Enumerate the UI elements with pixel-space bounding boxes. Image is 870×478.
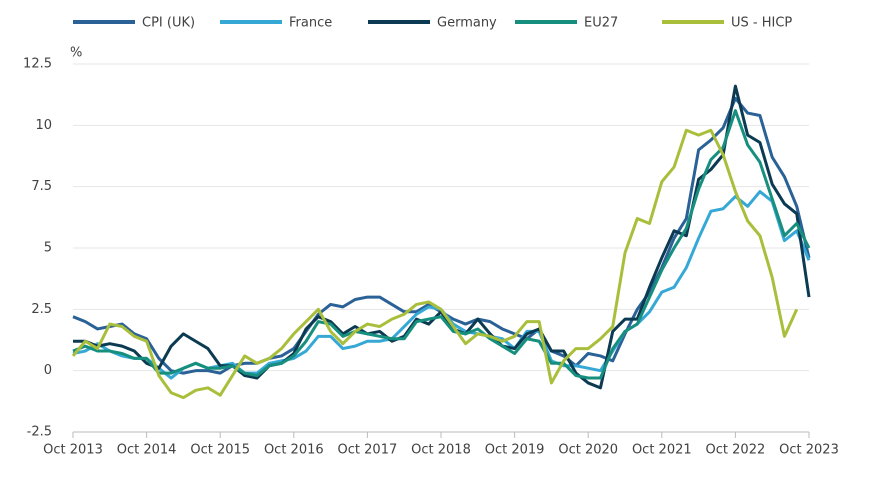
y-tick-label: 7.5 bbox=[31, 179, 52, 194]
series-line bbox=[72, 109, 811, 380]
x-tick-label: Oct 2017 bbox=[338, 443, 398, 458]
x-tick-label: Oct 2022 bbox=[706, 443, 766, 458]
y-tick-label: 2.5 bbox=[31, 302, 52, 317]
x-tick-label: Oct 2015 bbox=[190, 443, 250, 458]
x-tick-label: Oct 2019 bbox=[485, 443, 545, 458]
y-tick-label: 10 bbox=[35, 118, 52, 133]
series-line bbox=[72, 190, 811, 380]
y-tick-label: 12.5 bbox=[23, 57, 52, 72]
x-tick-label: Oct 2021 bbox=[632, 443, 692, 458]
x-tick-label: Oct 2018 bbox=[411, 443, 471, 458]
y-tick-label: 5 bbox=[44, 241, 52, 256]
legend-label: CPI (UK) bbox=[142, 16, 195, 31]
legend-label: US - HICP bbox=[731, 16, 792, 31]
x-tick-label: Oct 2023 bbox=[779, 443, 839, 458]
legend-label: EU27 bbox=[584, 16, 618, 31]
x-tick-label: Oct 2020 bbox=[558, 443, 618, 458]
x-tick-label: Oct 2016 bbox=[264, 443, 324, 458]
legend-label: Germany bbox=[437, 16, 497, 31]
x-tick-label: Oct 2014 bbox=[117, 443, 177, 458]
legend-label: France bbox=[289, 16, 332, 31]
y-tick-label: -2.5 bbox=[27, 425, 52, 440]
x-tick-label: Oct 2013 bbox=[43, 443, 103, 458]
y-axis-unit: % bbox=[70, 46, 82, 61]
y-tick-label: 0 bbox=[44, 363, 52, 378]
series-line bbox=[71, 128, 799, 400]
